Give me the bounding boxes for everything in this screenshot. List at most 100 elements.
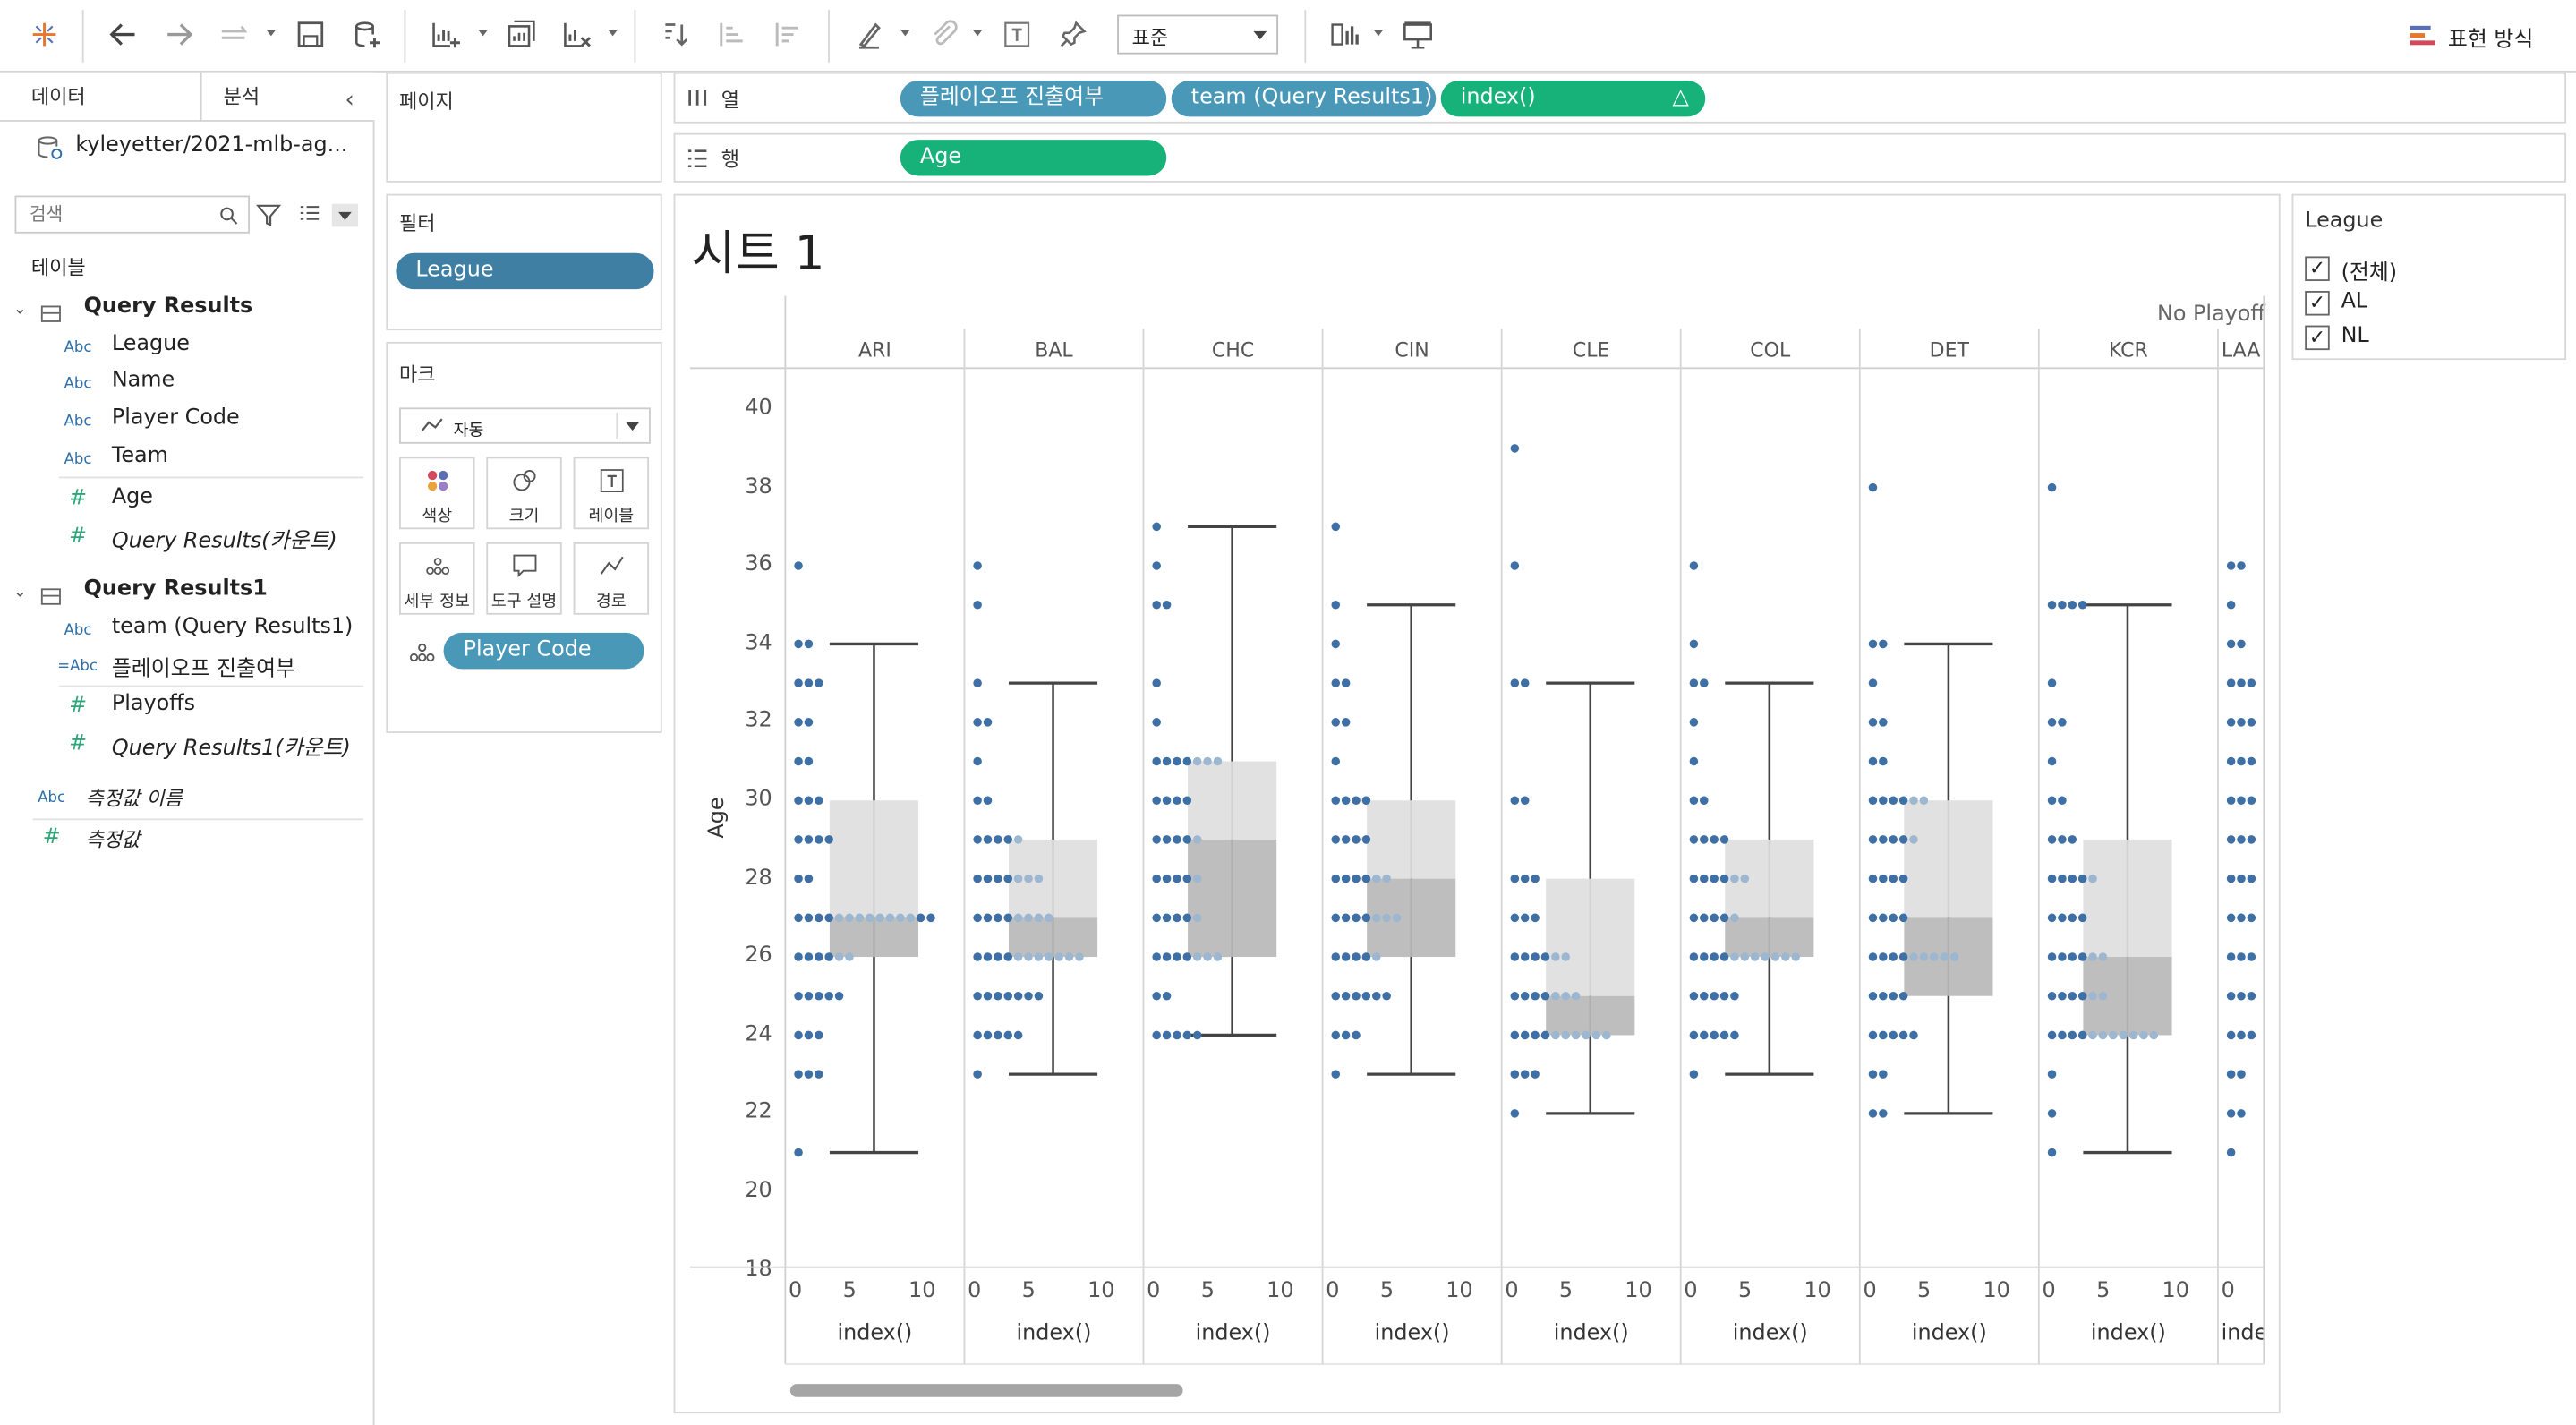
y-tick-label: 38 [745,474,772,499]
player-dot [1162,796,1172,806]
scrollbar-thumb[interactable] [789,1384,1183,1397]
new-datasource-icon[interactable] [345,13,388,56]
field-item[interactable]: Query Results1(카운트) [111,736,351,762]
player-dot [804,1070,814,1079]
path-button[interactable]: 경로 [573,542,650,615]
detail-pill-player-code[interactable]: Player Code [443,632,644,670]
highlight-icon[interactable] [848,13,891,56]
field-item[interactable]: Playoffs [111,692,196,717]
columns-pill-index[interactable]: index() △ [1440,80,1706,117]
sort-descending-icon[interactable] [765,13,808,56]
mark-type-select[interactable]: 자동 [399,407,651,444]
show-cards-icon[interactable] [1324,13,1367,56]
swap-rows-columns-icon[interactable] [654,13,697,56]
tableau-logo-icon[interactable] [23,13,66,56]
player-dot [1520,678,1530,687]
field-item[interactable]: Team [111,443,168,469]
view-list-icon[interactable] [297,204,322,226]
field-item[interactable]: Query Results(카운트) [111,529,337,554]
field-item[interactable]: Player Code [111,405,240,431]
team-header[interactable]: KCR [2108,338,2148,362]
table-name[interactable]: Query Results [83,294,253,320]
datasource-icon [35,133,64,169]
field-item[interactable]: Name [111,368,175,393]
fit-select[interactable]: 표준 [1117,14,1279,55]
chevron-down-icon[interactable]: ⌄ [13,301,28,320]
field-item[interactable]: 플레이오프 진출여부 [111,657,295,683]
clear-sheet-icon[interactable] [555,13,598,56]
chevron-down-icon[interactable]: ⌄ [13,583,28,602]
search-box[interactable] [14,195,250,234]
view-dropdown[interactable] [331,203,359,227]
team-header[interactable]: CHC [1211,338,1255,362]
player-dot [2237,874,2246,883]
team-header[interactable]: LAA [2221,338,2261,362]
player-dot [1730,952,1739,961]
box-lower [1546,995,1635,1036]
tab-data[interactable]: 데이터 [0,72,202,122]
tooltip-button[interactable]: 도구 설명 [486,542,562,615]
team-header[interactable]: CLE [1572,338,1610,362]
redo-icon[interactable] [158,13,200,56]
y-tick-label: 40 [745,396,772,422]
measure-names-field[interactable]: 측정값 이름 [85,787,183,811]
filter-icon[interactable] [256,202,281,227]
team-header[interactable]: COL [1750,338,1791,362]
columns-pill-playoff[interactable]: 플레이오프 진출여부 [900,80,1167,117]
search-input[interactable] [16,197,214,232]
replay-icon[interactable] [214,13,257,56]
player-dot [973,718,982,727]
group-members-icon[interactable] [924,13,967,56]
collapse-pane-icon[interactable]: ‹ [345,87,354,114]
field-item[interactable]: team (Query Results1) [111,614,354,640]
new-worksheet-icon[interactable] [424,13,467,56]
x-tick-label: 0 [968,1278,982,1304]
size-button[interactable]: 크기 [486,457,562,530]
presentation-mode-icon[interactable] [1396,13,1439,56]
save-icon[interactable] [289,13,332,56]
x-tick-label: 5 [842,1278,857,1304]
player-dot [1879,835,1888,844]
rows-pill-age[interactable]: Age [900,140,1167,176]
show-me-icon [2410,25,2435,46]
team-header[interactable]: ARI [857,338,891,362]
undo-icon[interactable] [102,13,145,56]
player-dot [1162,952,1172,961]
show-mark-labels-icon[interactable] [995,13,1038,56]
datasource-name[interactable]: kyleyetter/2021-mlb-ag... [75,132,348,158]
player-dot [1770,952,1780,961]
box-upper [1188,761,1277,840]
field-item[interactable]: League [111,331,190,357]
filter-pill-league[interactable]: League [396,252,654,290]
player-dot [2237,639,2246,649]
team-header[interactable]: CIN [1395,338,1429,362]
player-dot [1341,796,1351,806]
y-tick-label: 26 [745,943,772,968]
checkbox-nl[interactable]: ✓ [2305,325,2330,351]
x-tick-label: 10 [1804,1278,1831,1304]
measure-values-field[interactable]: 측정값 [85,828,141,852]
columns-pill-team[interactable]: team (Query Results1) [1171,80,1437,117]
team-header[interactable]: BAL [1035,338,1073,362]
duplicate-sheet-icon[interactable] [499,13,542,56]
sort-ascending-icon[interactable] [710,13,753,56]
detail-button[interactable]: 세부 정보 [399,542,475,615]
player-dot [1152,913,1161,923]
player-dot [1510,1030,1520,1040]
checkbox-al[interactable]: ✓ [2305,291,2330,316]
field-item[interactable]: Age [111,484,153,510]
pin-axes-icon[interactable] [1052,13,1095,56]
checkbox-all[interactable]: ✓ [2305,256,2330,281]
player-dot [2058,913,2067,923]
label-button[interactable]: 레이블 [573,457,650,530]
player-dot [2098,991,2108,1001]
team-header[interactable]: DET [1929,338,1969,362]
player-dot [973,1030,982,1040]
player-dot [815,678,823,687]
player-dot [994,913,1002,923]
horizontal-scrollbar[interactable] [785,1377,2265,1401]
tab-analysis[interactable]: 분석 [201,72,375,122]
color-button[interactable]: 색상 [399,457,475,530]
player-dot [1182,1030,1192,1040]
table-name[interactable]: Query Results1 [83,576,268,602]
